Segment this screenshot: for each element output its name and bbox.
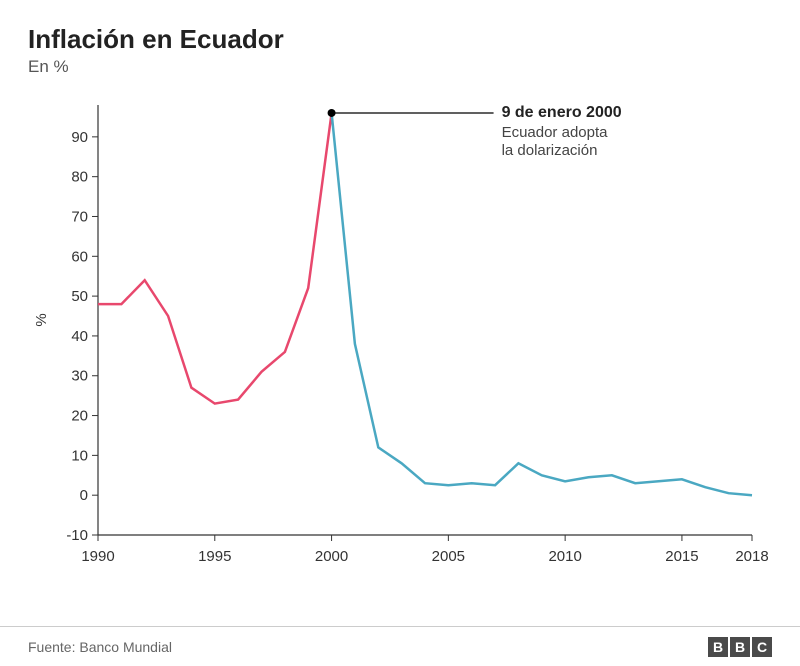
line-post-2000 [332,113,752,495]
svg-text:20: 20 [71,408,88,425]
svg-text:2005: 2005 [432,548,465,565]
svg-text:2018: 2018 [735,548,768,565]
svg-text:60: 60 [71,248,88,265]
line-pre-2000 [98,113,332,404]
svg-text:30: 30 [71,368,88,385]
annotation-dot [328,109,336,117]
bbc-logo-b1: B [708,637,728,657]
line-chart: -10 0 10 20 30 40 50 60 70 80 90 1990 1995 2000 2005 20… [28,95,772,585]
chart-title: Inflación en Ecuador [28,24,772,55]
footer: Fuente: Banco Mundial B B C [0,626,800,666]
svg-text:2010: 2010 [548,548,581,565]
bbc-logo: B B C [708,637,772,657]
annotation-line2: la dolarización [502,142,598,159]
source-label: Fuente: Banco Mundial [28,639,172,655]
bbc-logo-b2: B [730,637,750,657]
svg-text:1990: 1990 [81,548,114,565]
svg-text:40: 40 [71,328,88,345]
chart-subtitle: En % [28,57,772,77]
svg-text:0: 0 [80,487,88,504]
y-axis-label: % [33,313,50,326]
svg-text:80: 80 [71,169,88,186]
svg-text:10: 10 [71,447,88,464]
chart-area: -10 0 10 20 30 40 50 60 70 80 90 1990 1995 2000 2005 20… [28,95,772,585]
svg-text:2015: 2015 [665,548,698,565]
svg-text:2000: 2000 [315,548,348,565]
bbc-logo-c: C [752,637,772,657]
svg-text:90: 90 [71,129,88,146]
annotation-line1: Ecuador adopta [502,124,609,141]
svg-text:70: 70 [71,208,88,225]
svg-text:50: 50 [71,288,88,305]
annotation-title: 9 de enero 2000 [502,104,622,121]
svg-text:1995: 1995 [198,548,231,565]
svg-text:-10: -10 [66,527,88,544]
